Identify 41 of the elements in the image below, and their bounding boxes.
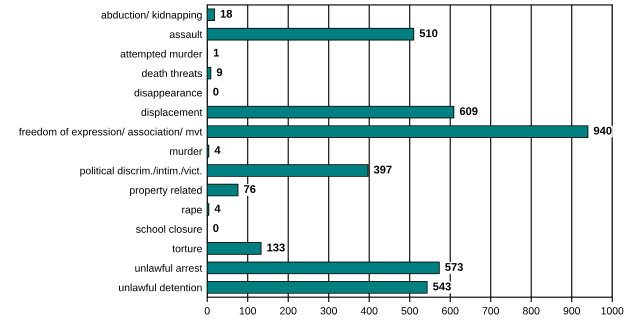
data-label: 609 xyxy=(460,107,478,116)
y-tick-label: displacement xyxy=(141,108,202,118)
data-label: 573 xyxy=(445,263,463,271)
data-label: 9 xyxy=(216,68,222,76)
y-tick-label: rape xyxy=(182,208,202,216)
x-tick-label: 400 xyxy=(360,307,378,315)
data-label: 510 xyxy=(420,29,438,38)
x-tick-label: 200 xyxy=(280,307,296,315)
data-label: 940 xyxy=(594,126,612,135)
x-tick-label: 600 xyxy=(442,307,459,315)
y-tick-label: torture xyxy=(172,245,202,252)
x-tick-label: 300 xyxy=(320,307,337,315)
x-tick-label: 500 xyxy=(401,307,418,315)
data-label: 0 xyxy=(213,224,218,232)
x-tick-label: 700 xyxy=(482,307,500,315)
y-tick-label: unlawful arrest xyxy=(135,264,202,272)
y-tick-label: property related xyxy=(130,186,202,196)
data-label: 0 xyxy=(213,88,218,96)
y-tick-label: school closure xyxy=(136,225,202,233)
y-tick-label: assault xyxy=(170,30,202,38)
data-label: 543 xyxy=(433,282,451,290)
y-tick-label: unlawful detention xyxy=(119,284,202,292)
y-tick-label: political discrim./intim./vict. xyxy=(80,166,202,176)
x-tick-label: 0 xyxy=(204,307,210,315)
data-label: 397 xyxy=(374,166,392,174)
x-tick-label: 900 xyxy=(564,307,580,315)
x-tick-label: 100 xyxy=(240,307,256,315)
data-label: 133 xyxy=(267,244,285,252)
data-label: 18 xyxy=(220,10,232,18)
data-label: 1 xyxy=(214,48,220,57)
y-tick-label: attempted murder xyxy=(120,50,202,60)
y-tick-label: disappearance xyxy=(134,88,202,99)
y-tick-label: murder xyxy=(170,147,202,155)
data-label: 4 xyxy=(214,204,220,212)
y-tick-label: abduction/ kidnapping xyxy=(101,10,202,21)
x-tick-label: 1000 xyxy=(601,307,624,315)
data-label: 4 xyxy=(214,146,220,154)
x-tick-label: 800 xyxy=(522,307,540,315)
data-label: 76 xyxy=(244,185,256,193)
y-tick-label: death threats xyxy=(142,69,202,78)
y-tick-label: freedom of expression/ association/ mvt xyxy=(18,128,202,138)
